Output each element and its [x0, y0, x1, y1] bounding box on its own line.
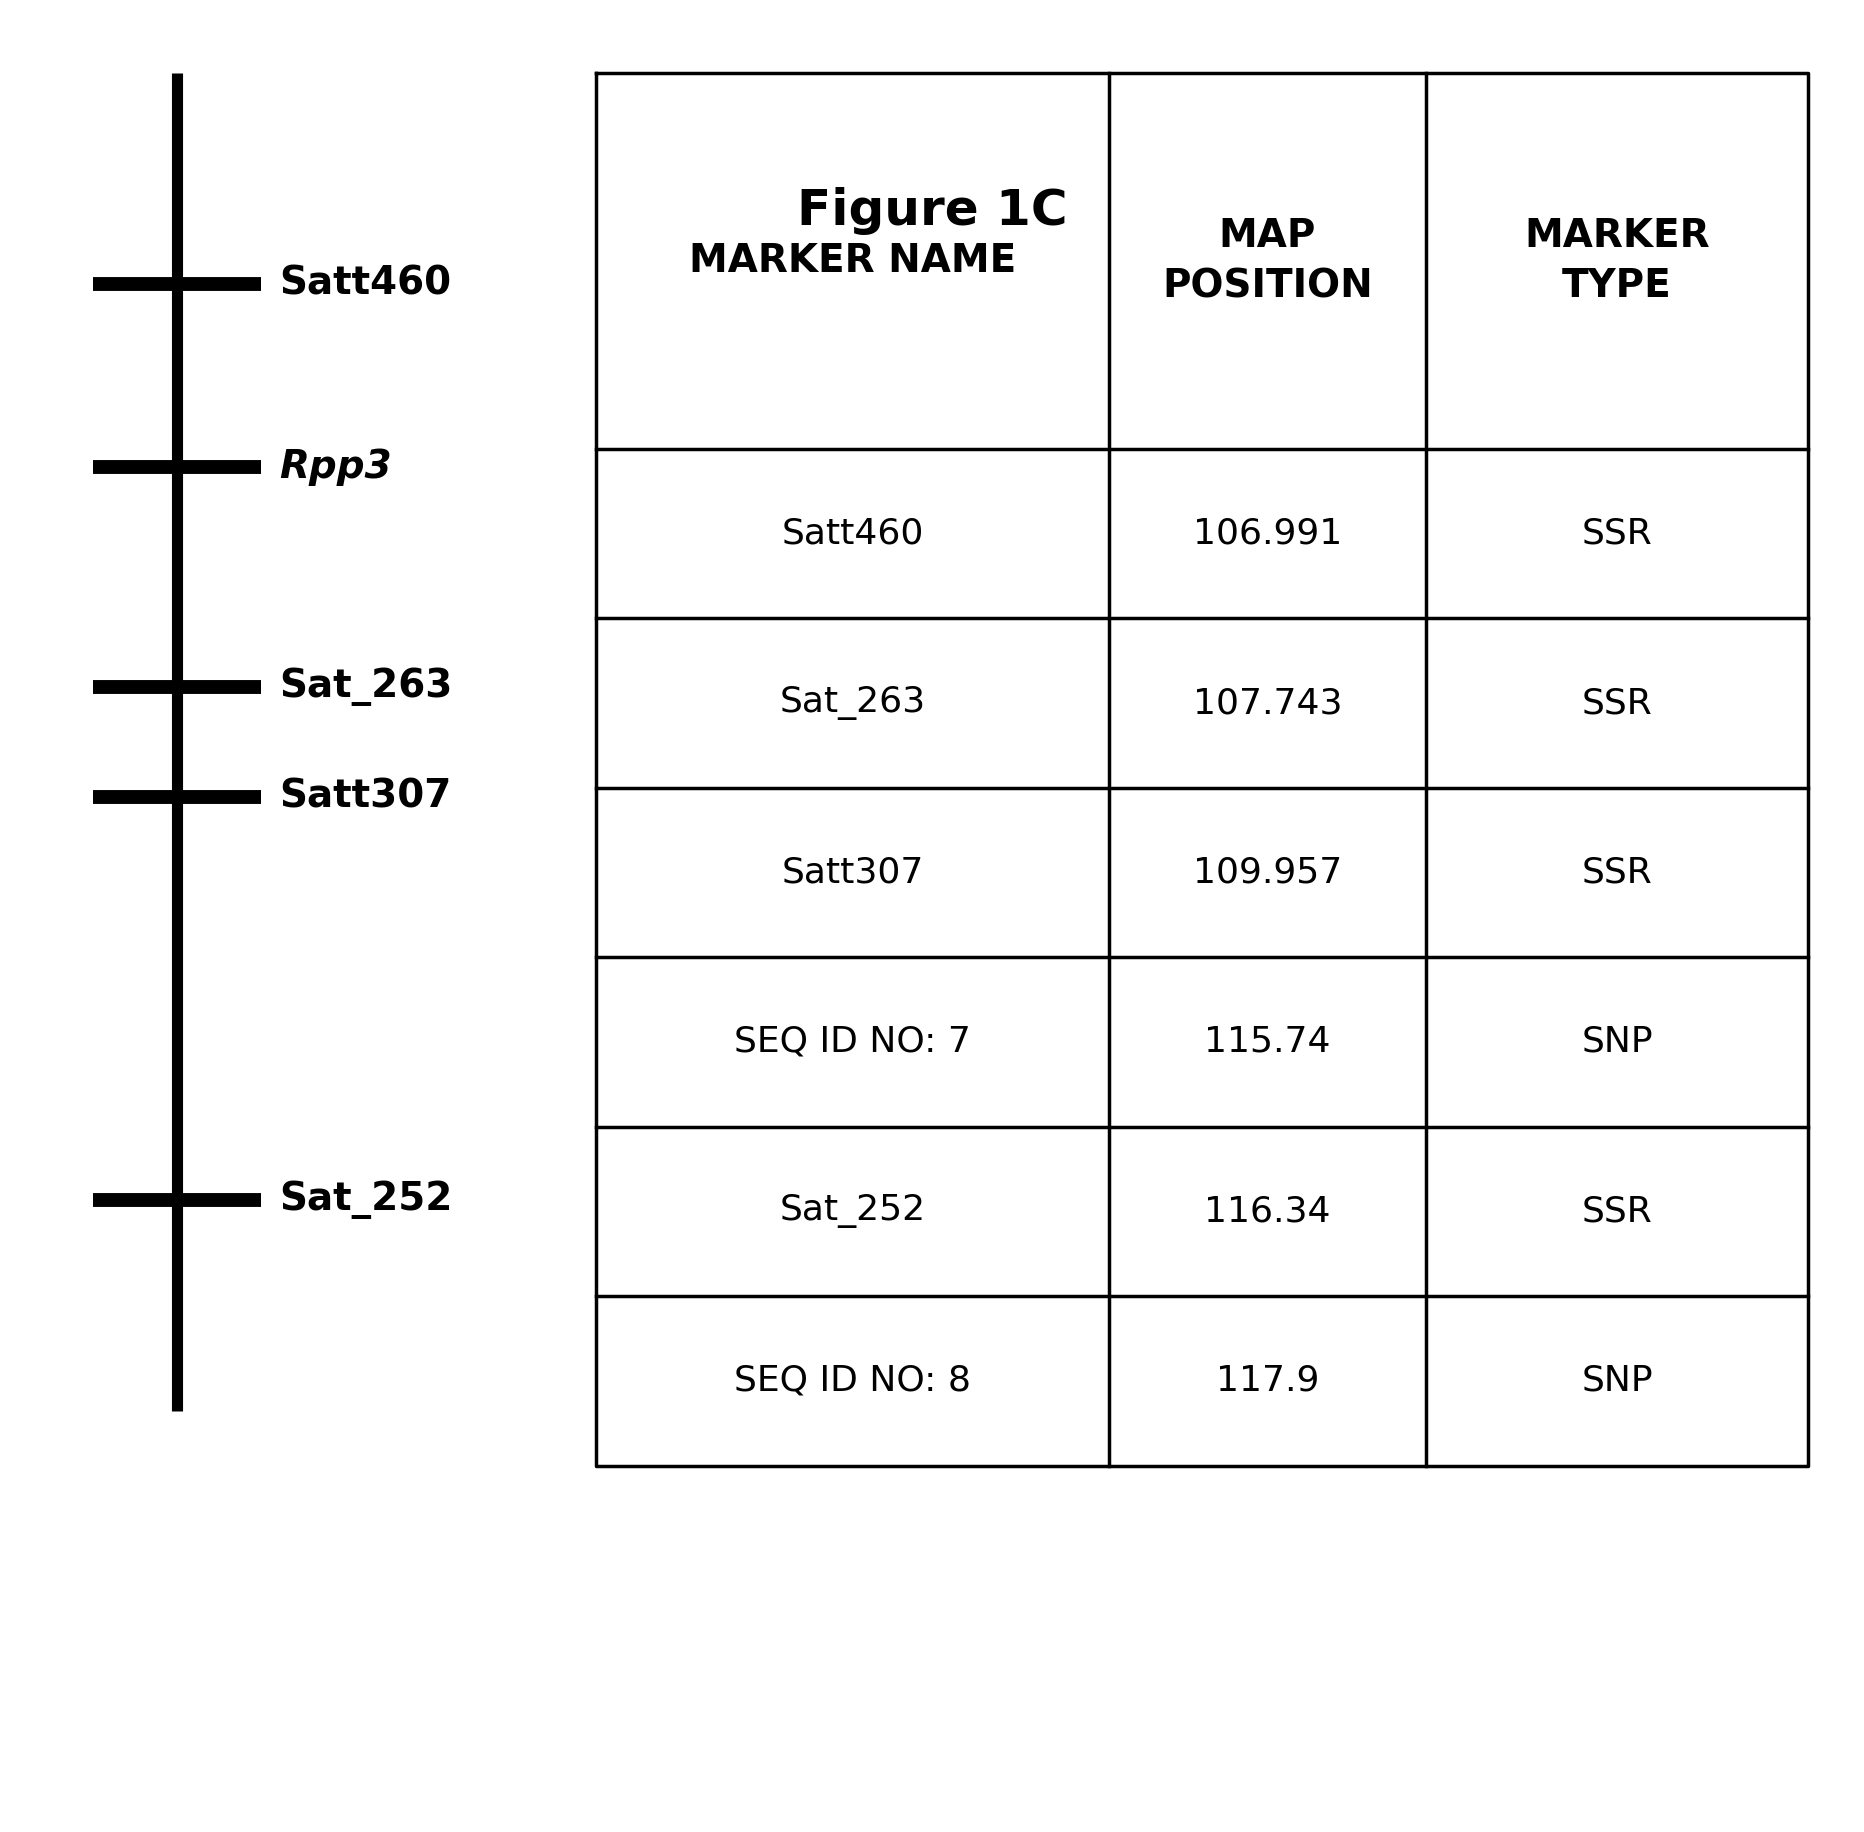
Text: SEQ ID NO: 8: SEQ ID NO: 8	[734, 1363, 971, 1398]
Text: SSR: SSR	[1583, 685, 1652, 720]
Text: 109.957: 109.957	[1193, 856, 1342, 890]
Text: Figure 1C: Figure 1C	[796, 187, 1068, 234]
Text: 106.991: 106.991	[1193, 517, 1342, 551]
Text: SNP: SNP	[1581, 1363, 1653, 1398]
Text: Sat_252: Sat_252	[779, 1194, 926, 1229]
Text: SSR: SSR	[1583, 517, 1652, 551]
Text: Rpp3: Rpp3	[280, 449, 391, 485]
Text: Satt460: Satt460	[781, 517, 925, 551]
Text: Satt307: Satt307	[280, 779, 451, 815]
Text: 116.34: 116.34	[1204, 1194, 1331, 1229]
Text: Sat_263: Sat_263	[280, 667, 453, 707]
Text: Satt460: Satt460	[280, 266, 451, 302]
Text: Sat_263: Sat_263	[779, 685, 926, 720]
Text: SSR: SSR	[1583, 856, 1652, 890]
Text: Sat_252: Sat_252	[280, 1180, 453, 1220]
Text: 115.74: 115.74	[1204, 1024, 1331, 1059]
Text: SEQ ID NO: 7: SEQ ID NO: 7	[734, 1024, 971, 1059]
Text: MARKER NAME: MARKER NAME	[690, 242, 1016, 280]
Text: MAP
POSITION: MAP POSITION	[1161, 216, 1374, 306]
Text: SSR: SSR	[1583, 1194, 1652, 1229]
Text: 117.9: 117.9	[1215, 1363, 1320, 1398]
Text: 107.743: 107.743	[1193, 685, 1342, 720]
Text: SNP: SNP	[1581, 1024, 1653, 1059]
Text: Satt307: Satt307	[781, 856, 925, 890]
Text: MARKER
TYPE: MARKER TYPE	[1525, 216, 1709, 306]
